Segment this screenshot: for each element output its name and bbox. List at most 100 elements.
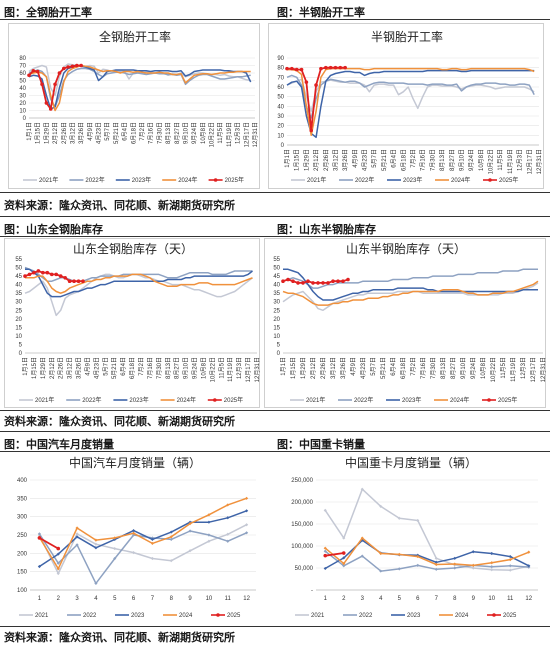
data-point-2021 [490, 568, 494, 572]
y-tick-label: 300 [17, 515, 28, 521]
series-line-2023 [324, 539, 530, 570]
x-tick-label: 9月24日 [191, 122, 198, 144]
data-point-2022 [226, 539, 230, 543]
chart-panel-china-heavy-truck-sales: 中国重卡月度销量（辆） - 50,000 100,000 150,000 200,000 2… [276, 452, 546, 624]
x-tick-label: 3 [75, 596, 79, 602]
legend-label-2022: 2022年 [355, 176, 374, 184]
x-tick-label: 4月23日 [93, 357, 100, 379]
y-tick-label: 10 [15, 334, 22, 340]
data-point-2024 [360, 536, 364, 540]
legend-label-2023: 2023年 [132, 176, 151, 184]
legend-label-2025: 2025年 [225, 176, 244, 184]
x-tick-label: 11月19日 [227, 357, 234, 382]
data-point-2025 [331, 279, 335, 284]
x-tick-label: 6月4日 [391, 149, 398, 168]
data-point-2025 [32, 270, 36, 275]
legend-label-2024: 2024年 [177, 396, 196, 404]
data-point-2021 [188, 549, 192, 553]
legend-label-2022: 2022 [83, 613, 97, 619]
series-line-2024 [28, 64, 251, 112]
legend-label-2024: 2024年 [450, 396, 469, 404]
legend-label-2021: 2021 [311, 613, 325, 619]
x-tick-label: 12月3日 [520, 357, 527, 379]
data-point-2025 [291, 279, 295, 284]
x-tick-label: 5月7日 [102, 357, 109, 376]
x-tick-label: 12月17日 [530, 357, 537, 382]
figure-caption-left-1: 图：全钢胎开工率 [4, 6, 92, 19]
x-tick-label: 8月27日 [174, 357, 181, 379]
x-tick-label: 9月24日 [192, 357, 199, 379]
data-point-2025 [81, 279, 85, 284]
x-tick-label: 9月10日 [182, 122, 189, 144]
x-tick-label: 9月10日 [458, 149, 465, 171]
x-tick-label: 3月12日 [67, 357, 74, 379]
data-point-2025 [301, 281, 305, 285]
data-point-2021 [323, 508, 327, 512]
figure-caption-left-2: 图：山东全钢胎库存 [4, 223, 103, 236]
y-tick-label: 15 [273, 325, 280, 331]
chart-svg: 山东全钢胎库存（天） 0 5 10 15 20 25 30 35 40 45 50 55 1月1日 1月15… [15, 241, 261, 404]
legend-label-2025: 2025年 [224, 396, 243, 404]
data-point-2023 [453, 556, 457, 560]
x-tick-label: 1月29日 [43, 122, 50, 144]
x-tick-label: 12月31日 [252, 122, 259, 147]
data-point-2025 [49, 272, 54, 277]
y-tick-label: 200 [17, 551, 28, 557]
data-point-2022 [56, 561, 60, 565]
x-tick-label: 3月26日 [76, 357, 83, 379]
x-tick-label: 4月23日 [362, 149, 369, 171]
data-point-2025 [294, 67, 299, 72]
legend-label-2024: 2024年 [451, 176, 470, 184]
x-tick-label: 7月30日 [156, 357, 163, 379]
y-tick-label: 400 [17, 478, 28, 484]
x-tick-label: 2月26日 [323, 149, 330, 171]
x-tick-label: 11月5日 [217, 122, 224, 144]
data-point-2025 [333, 65, 338, 70]
y-tick-label: 150,000 [291, 522, 313, 528]
y-tick-label: 250 [17, 533, 28, 539]
section-divider [0, 451, 550, 452]
x-tick-label: 6 [132, 596, 136, 602]
y-tick-label: 50 [277, 95, 284, 101]
x-tick-label: 7月2日 [139, 122, 146, 141]
series-line-2023 [25, 268, 253, 298]
x-tick-label: 8月27日 [174, 122, 181, 144]
x-tick-label: 2月12日 [49, 357, 56, 379]
x-tick-label: 11 [507, 596, 514, 602]
x-tick-label: 5月21日 [381, 149, 388, 171]
x-tick-label: 1 [38, 596, 42, 602]
x-tick-label: 2月12日 [313, 149, 320, 171]
x-tick-label: 7月2日 [138, 357, 145, 376]
data-point-2021 [360, 487, 364, 491]
series-line-2021 [24, 273, 253, 317]
y-tick-label: 30 [273, 300, 280, 306]
x-tick-label: 8月13日 [165, 357, 172, 379]
x-tick-label: 9 [188, 596, 192, 602]
x-tick-label: 2月26日 [320, 357, 327, 379]
y-tick-label: 350 [17, 496, 28, 502]
x-tick-label: 11月5日 [500, 357, 507, 379]
x-tick-label: 7月16日 [147, 357, 154, 379]
x-tick-label: 10 [488, 596, 495, 602]
x-tick-label: 5 [113, 596, 117, 602]
data-point-2024 [397, 552, 401, 556]
data-point-2023 [360, 538, 364, 542]
data-point-2025 [311, 281, 315, 285]
x-tick-label: 7 [151, 596, 155, 602]
data-point-2025 [66, 65, 70, 69]
legend-label-2021: 2021年 [35, 396, 54, 404]
data-point-2025 [281, 279, 285, 284]
x-tick-label: 1月1日 [22, 357, 29, 376]
data-point-2024 [56, 567, 60, 571]
x-tick-label: 12月31日 [254, 357, 261, 382]
legend-marker-2025 [216, 613, 220, 617]
series-line-2023 [28, 65, 252, 110]
x-tick-label: 6月4日 [390, 357, 397, 376]
x-tick-label: 1月15日 [290, 357, 297, 379]
data-point-2021 [150, 556, 155, 561]
data-point-2025 [338, 65, 343, 70]
y-tick-label: 25 [273, 308, 280, 314]
y-tick-label: 30 [15, 300, 22, 306]
y-tick-label: 0 [19, 351, 23, 357]
data-point-2025 [328, 65, 333, 70]
